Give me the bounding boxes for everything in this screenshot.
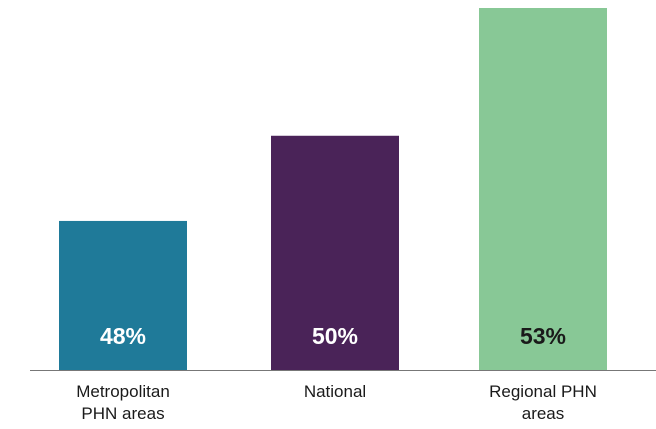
x-tick-label: Metropolitan PHN areas: [76, 382, 170, 423]
x-tick-label: Regional PHN areas: [489, 382, 597, 423]
value-label: 53%: [520, 323, 566, 349]
bar: [59, 220, 187, 370]
value-label: 48%: [100, 323, 146, 349]
x-tick-label: National: [303, 382, 367, 401]
bar: [479, 8, 607, 370]
bar: [271, 135, 399, 370]
value-label: 50%: [312, 323, 358, 349]
